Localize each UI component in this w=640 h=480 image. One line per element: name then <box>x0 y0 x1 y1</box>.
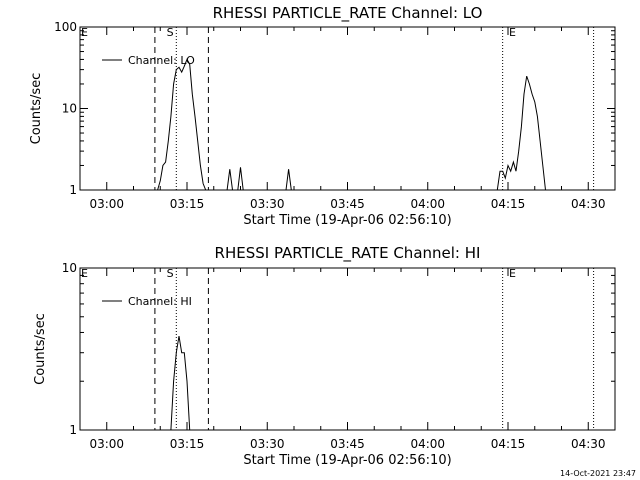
x-tick-label: 04:00 <box>410 437 445 451</box>
x-axis-label: Start Time (19-Apr-06 02:56:10) <box>243 453 451 468</box>
series-line <box>157 58 551 191</box>
y-tick-label: 100 <box>54 20 77 34</box>
y-tick-label: 1 <box>69 183 77 197</box>
y-tick-label: 10 <box>62 102 77 116</box>
event-annotation: S <box>167 267 174 280</box>
x-tick-label: 03:15 <box>170 437 205 451</box>
legend-entry: Channel: HI <box>128 295 192 308</box>
x-tick-label: 04:30 <box>571 197 606 211</box>
event-annotation: E <box>509 26 516 39</box>
x-tick-label: 03:00 <box>89 197 124 211</box>
event-annotation: S <box>167 26 174 39</box>
x-tick-label: 04:15 <box>491 437 526 451</box>
x-tick-label: 03:45 <box>330 197 365 211</box>
x-tick-label: 04:30 <box>571 437 606 451</box>
legend-entry: Channel: LO <box>128 54 195 67</box>
footer-timestamp: 14-Oct-2021 23:47 <box>560 469 636 478</box>
event-annotation: E <box>81 267 88 280</box>
x-tick-label: 04:15 <box>491 197 526 211</box>
event-annotation: E <box>509 267 516 280</box>
y-tick-label: 10 <box>62 261 77 275</box>
y-tick-label: 1 <box>69 423 77 437</box>
series-line <box>165 336 193 431</box>
y-axis-label: Counts/sec <box>33 313 48 385</box>
event-annotation: E <box>81 26 88 39</box>
x-tick-label: 03:45 <box>330 437 365 451</box>
y-axis-label: Counts/sec <box>29 73 44 145</box>
x-tick-label: 03:30 <box>250 197 285 211</box>
chart-title: RHESSI PARTICLE_RATE Channel: HI <box>215 244 481 263</box>
x-axis-label: Start Time (19-Apr-06 02:56:10) <box>243 213 451 228</box>
chart-title: RHESSI PARTICLE_RATE Channel: LO <box>213 4 483 23</box>
x-tick-label: 03:30 <box>250 437 285 451</box>
x-tick-label: 03:00 <box>89 437 124 451</box>
x-tick-label: 04:00 <box>410 197 445 211</box>
chart-panel-2: RHESSI PARTICLE_RATE Channel: HI Start Ti… <box>33 244 616 468</box>
chart-panel-1: RHESSI PARTICLE_RATE Channel: LO Start Ti… <box>29 4 616 228</box>
x-tick-label: 03:15 <box>170 197 205 211</box>
